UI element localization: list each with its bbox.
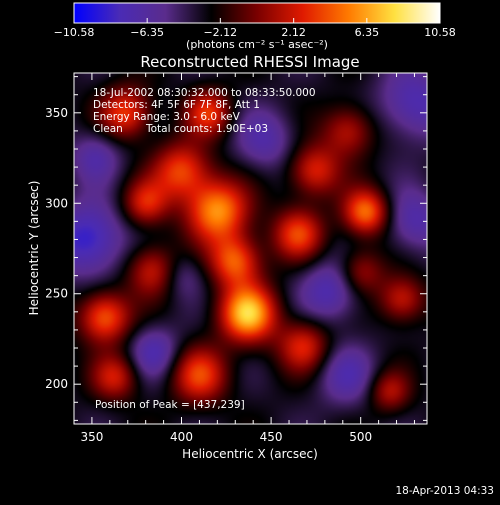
heatmap-image: [74, 73, 427, 424]
detectors-text: Detectors: 4F 5F 6F 7F 8F, Att 1: [93, 99, 260, 111]
x-tick-label: 350: [80, 430, 103, 444]
colorbar-tick-label: 10.58: [424, 26, 456, 39]
time-range-text: 18-Jul-2002 08:30:32.000 to 08:33:50.000: [93, 87, 316, 99]
y-tick-label: 200: [45, 377, 68, 391]
x-axis-label: Heliocentric X (arcsec): [182, 447, 318, 461]
colorbar-tick-label: −6.35: [130, 26, 164, 39]
chart-title: Reconstructed RHESSI Image: [140, 53, 359, 71]
colorbar-tick-label: 2.12: [281, 26, 306, 39]
y-axis-label: Heliocentric Y (arcsec): [27, 181, 41, 316]
total-counts-text: Total counts: 1.90E+03: [145, 123, 268, 135]
y-tick-label: 350: [45, 106, 68, 120]
y-tick-label: 250: [45, 287, 68, 301]
energy-range-text: Energy Range: 3.0 - 6.0 keV: [93, 111, 241, 123]
peak-position-text: Position of Peak = [437,239]: [95, 399, 245, 411]
colorbar-tick-label: 6.35: [355, 26, 380, 39]
colorbar-tick-label: −2.12: [203, 26, 237, 39]
colorbar: [73, 2, 441, 24]
x-tick-label: 400: [170, 430, 193, 444]
colorbar-units-label: (photons cm⁻² s⁻¹ asec⁻²): [186, 38, 328, 51]
footer-timestamp: 18-Apr-2013 04:33: [395, 485, 494, 497]
method-text: Clean: [93, 123, 123, 135]
x-tick-label: 450: [260, 430, 283, 444]
plot-frame: [73, 72, 428, 425]
colorbar-tick-label: −10.58: [54, 26, 95, 39]
x-tick-label: 500: [349, 430, 372, 444]
y-tick-label: 300: [45, 196, 68, 210]
